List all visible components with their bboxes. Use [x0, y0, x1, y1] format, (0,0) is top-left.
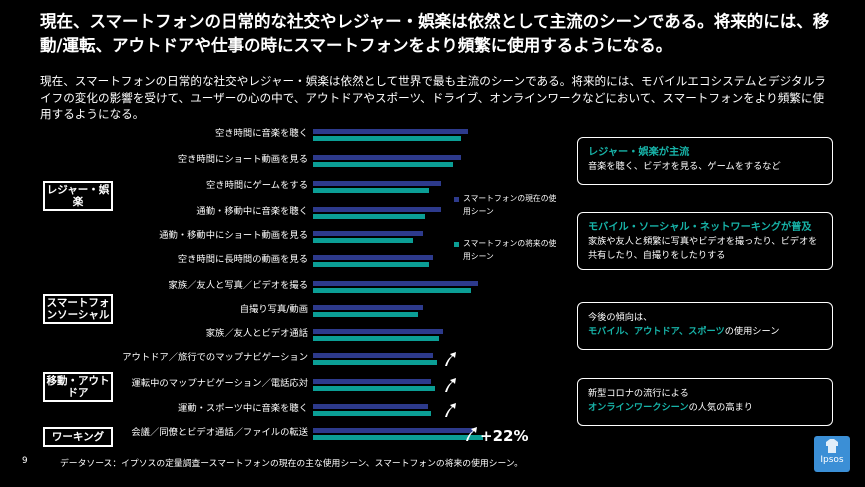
- bar-current: [313, 129, 468, 134]
- bar-future: [313, 288, 471, 293]
- bar-current: [313, 379, 431, 384]
- logo-text: Ipsos: [820, 455, 844, 465]
- bar-category-label: 空き時間に長時間の動画を見る: [177, 254, 308, 265]
- bar-future: [313, 162, 453, 167]
- growth-annotation: +22%: [480, 427, 529, 445]
- bar-category-label: 空き時間にゲームをする: [206, 180, 308, 191]
- bar-category-label: 自撮り写真/動画: [239, 304, 308, 315]
- insight-card-body: 新型コロナの流行による: [588, 388, 689, 399]
- page-subtitle: 現在、スマートフォンの日常的な社交やレジャー・娯楽は依然として世界で最も主流のシ…: [40, 74, 826, 121]
- bar-current: [313, 329, 443, 334]
- bar-future: [313, 214, 425, 219]
- up-arrow-icon: [466, 427, 477, 441]
- insight-card-body: 今後の傾向は、: [588, 312, 653, 323]
- category-leisure: レジャー・娯楽: [43, 181, 113, 211]
- insight-card-corona: 新型コロナの流行による オンラインワークシーンの人気の高まり: [577, 378, 833, 426]
- category-working: ワーキング: [43, 427, 113, 447]
- bar-category-label: 空き時間に音楽を聴く: [215, 128, 308, 139]
- bar-category-label: アウトドア／旅行でのマップナビゲーション: [122, 352, 308, 363]
- bar-future: [313, 411, 431, 416]
- up-arrow-icon: [445, 378, 456, 392]
- source-note: データソース：イプソスの定量調査ースマートフォンの現在の主な使用シーン、スマート…: [60, 459, 523, 469]
- bar-current: [313, 181, 441, 186]
- bar-future: [313, 360, 437, 365]
- bar-future: [313, 188, 429, 193]
- legend-future: スマートフォンの将来の使用シーン: [454, 237, 558, 263]
- bar-category-label: 通勤・移動中に音楽を聴く: [196, 206, 308, 217]
- bar-future: [313, 262, 429, 267]
- legend-current-swatch: [454, 196, 459, 202]
- bar-future: [313, 386, 435, 391]
- bar-current: [313, 281, 478, 286]
- insight-card-heading: モバイル・ソーシャル・ネットワーキングが普及: [588, 222, 812, 233]
- bar-future: [313, 435, 483, 440]
- insight-card-highlight: モバイル、アウトドア、スポーツ: [588, 326, 725, 337]
- bar-current: [313, 255, 433, 260]
- bar-future: [313, 238, 413, 243]
- legend-future-label: スマートフォンの将来の使用シーン: [463, 239, 557, 261]
- category-social: スマートフォンソーシャル: [43, 294, 113, 324]
- insight-card-leisure: レジャー・娯楽が主流 音楽を聴く、ビデオを見る、ゲームをするなど: [577, 137, 833, 185]
- bar-current: [313, 207, 441, 212]
- bar-category-label: 会議／同僚とビデオ通話／ファイルの転送: [131, 427, 308, 438]
- legend-current: スマートフォンの現在の使用シーン: [454, 192, 558, 218]
- page-number: 9: [22, 456, 28, 466]
- insight-card-social: モバイル・ソーシャル・ネットワーキングが普及 家族や友人と頻繁に写真やビデオを撮…: [577, 212, 833, 270]
- insight-card-highlight: オンラインワークシーン: [588, 402, 689, 413]
- bar-current: [313, 404, 428, 409]
- bar-category-label: 空き時間にショート動画を見る: [177, 154, 308, 165]
- insight-card-body: 音楽を聴く、ビデオを見る、ゲームをするなど: [588, 161, 781, 172]
- bar-category-label: 運転中のマップナビゲーション／電話応対: [131, 378, 308, 389]
- logo-figure-icon: [814, 436, 850, 454]
- bar-current: [313, 155, 461, 160]
- bar-future: [313, 312, 418, 317]
- up-arrow-icon: [445, 352, 456, 366]
- bar-future: [313, 136, 461, 141]
- legend-future-swatch: [454, 241, 459, 247]
- insight-card-body: の人気の高まり: [688, 402, 753, 413]
- bar-current: [313, 353, 433, 358]
- up-arrow-icon: [445, 403, 456, 417]
- bar-category-label: 家族／友人と写真／ビデオを撮る: [168, 280, 308, 291]
- bar-current: [313, 428, 473, 433]
- bar-future: [313, 336, 439, 341]
- insight-card-body: の使用シーン: [724, 326, 780, 337]
- page-title: 現在、スマートフォンの日常的な社交やレジャー・娯楽は依然として主流のシーンである…: [40, 12, 830, 55]
- bar-category-label: 家族／友人とビデオ通話: [205, 328, 308, 339]
- category-mobile-outdoor: 移動・アウトドア: [43, 372, 113, 402]
- legend-current-label: スマートフォンの現在の使用シーン: [463, 194, 557, 216]
- insight-card-trend: 今後の傾向は、 モバイル、アウトドア、スポーツの使用シーン: [577, 302, 833, 350]
- insight-card-heading: レジャー・娯楽が主流: [588, 147, 690, 158]
- insight-card-body: 家族や友人と頻繁に写真やビデオを撮ったり、ビデオを共有したり、自撮りをしたりする: [588, 236, 818, 261]
- ipsos-logo: Ipsos: [814, 436, 850, 472]
- bar-category-label: 通勤・移動中にショート動画を見る: [159, 230, 308, 241]
- bar-current: [313, 305, 423, 310]
- bar-current: [313, 231, 423, 236]
- bar-category-label: 運動・スポーツ中に音楽を聴く: [178, 403, 308, 414]
